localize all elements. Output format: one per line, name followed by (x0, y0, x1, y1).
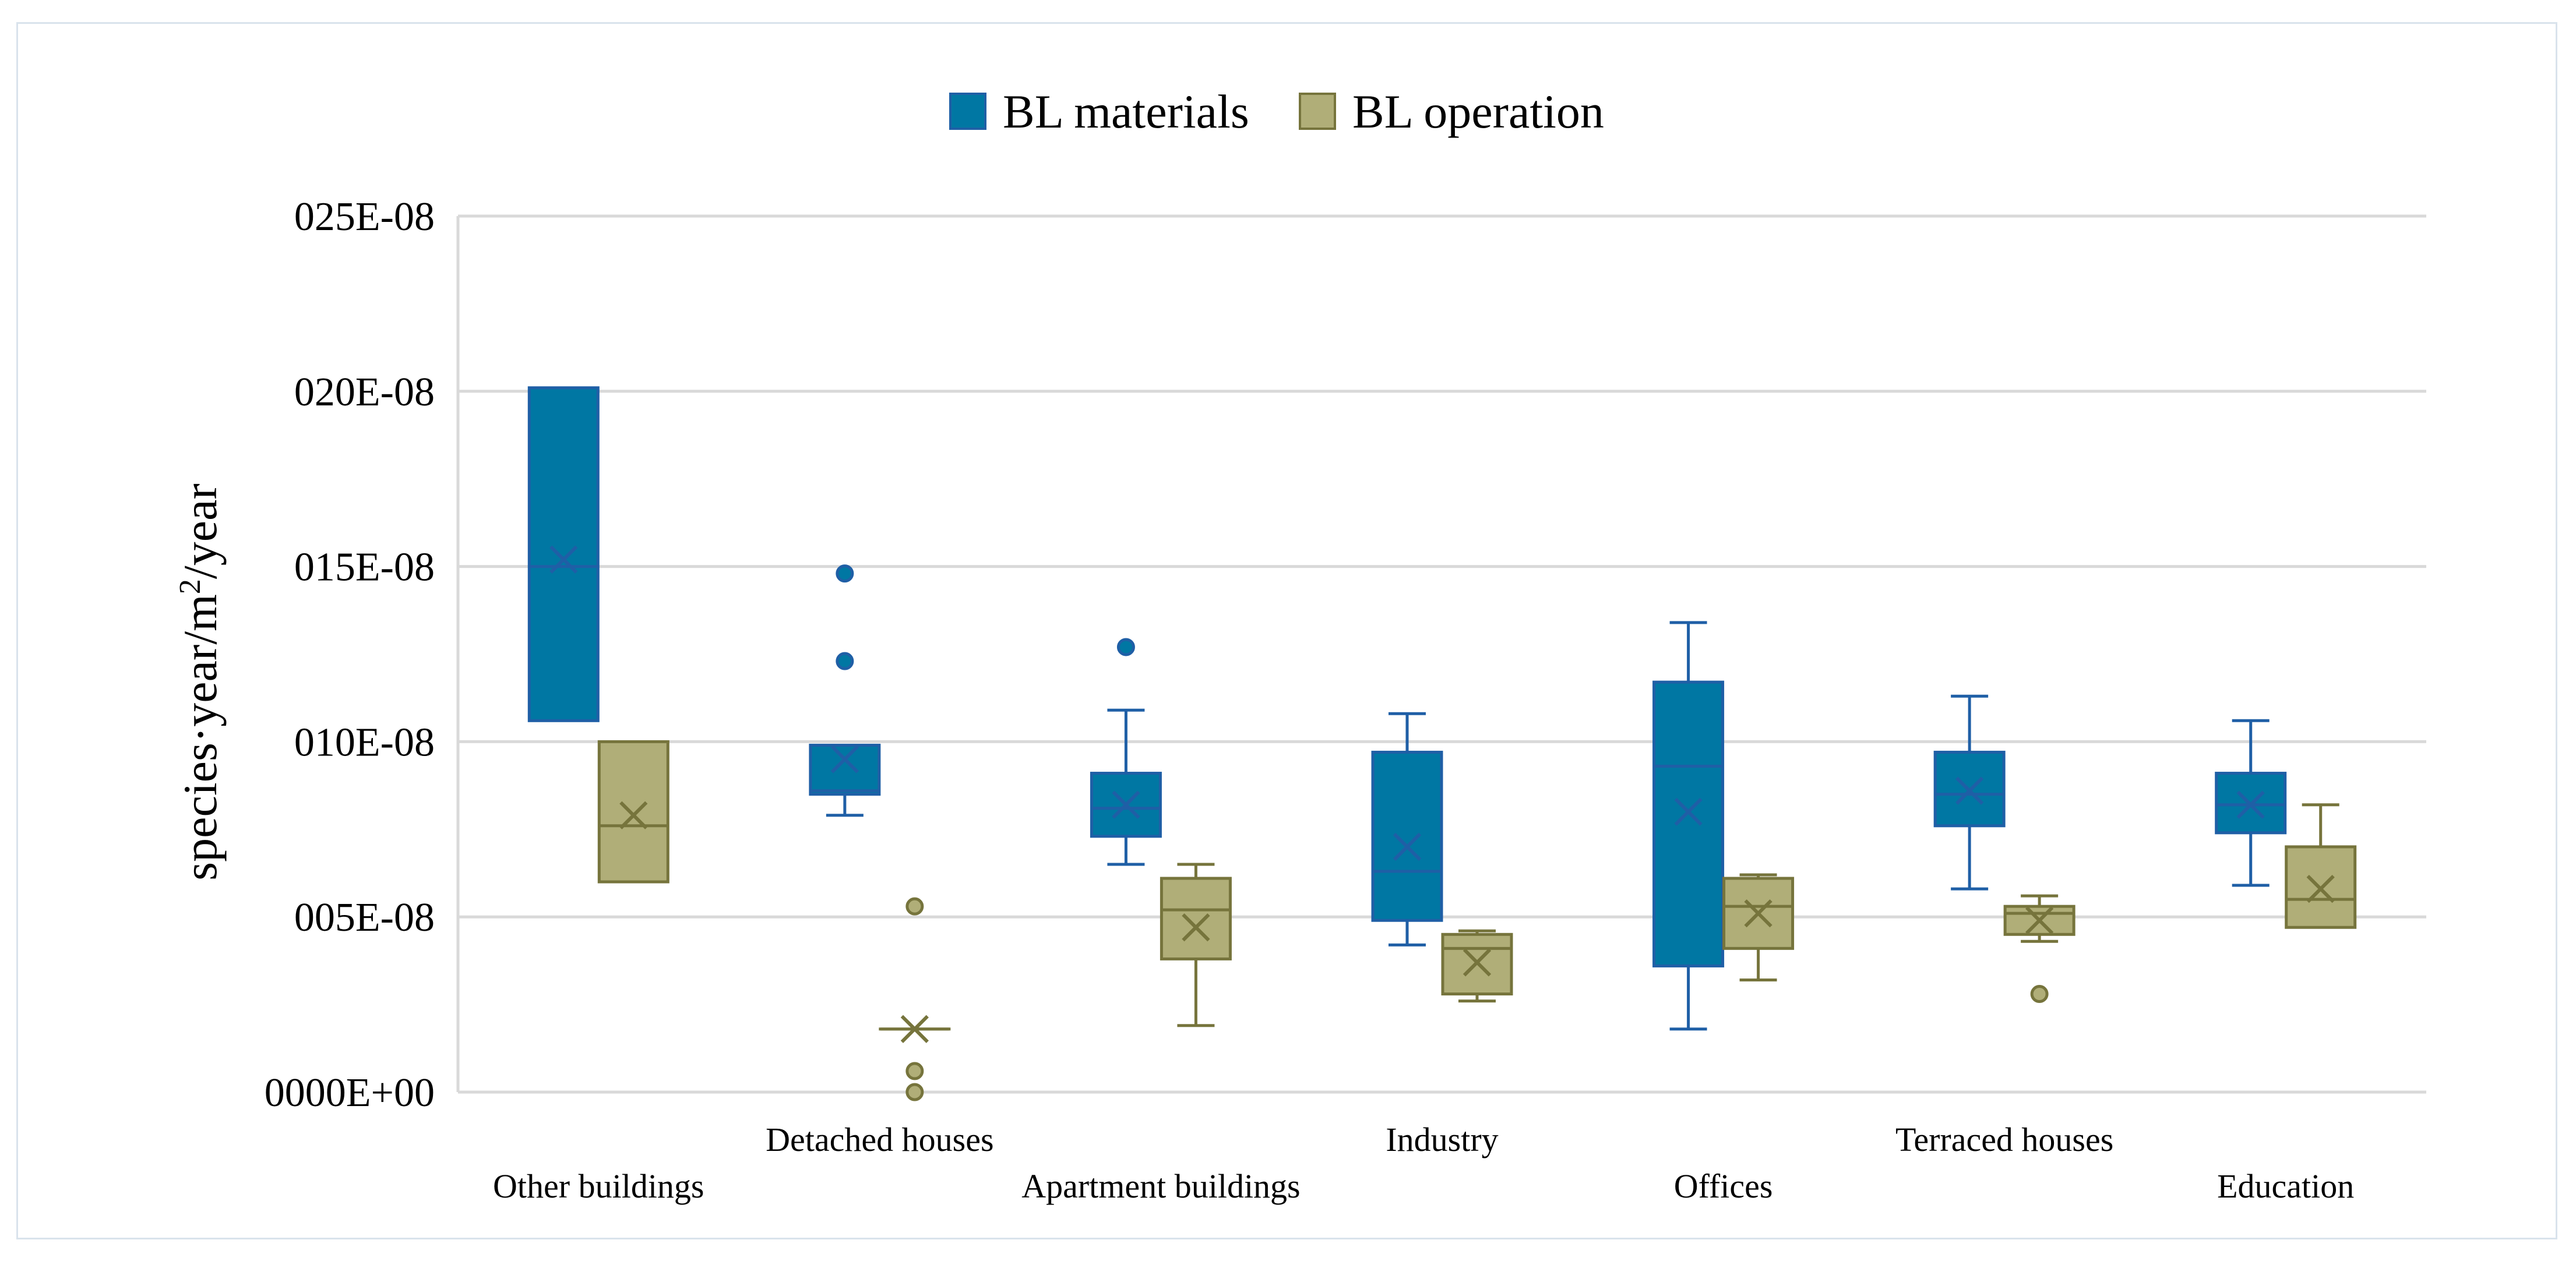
box-iqr (1652, 680, 1725, 967)
mean-marker (2025, 906, 2054, 935)
box-operation (597, 740, 669, 884)
category-labels: Other buildings Detached houses Apartment … (493, 1121, 2354, 1205)
outlier-point (2030, 985, 2049, 1004)
mean-marker (1674, 797, 1703, 826)
category-label: Offices (1674, 1167, 1773, 1205)
box-materials (527, 386, 600, 722)
outlier-point (905, 1083, 924, 1101)
legend-swatch-operation (1299, 93, 1336, 130)
box-materials (1371, 712, 1443, 946)
box-operation (2285, 803, 2357, 929)
outlier-point (1116, 638, 1135, 656)
gridlines (456, 214, 2426, 1094)
mean-marker (1112, 790, 1140, 819)
mean-marker (1955, 776, 1984, 805)
box-iqr (527, 386, 600, 722)
box-operation (1441, 929, 1513, 1003)
outlier-point (836, 564, 854, 583)
box-operation (1722, 873, 1795, 981)
y-tick-label: 005E-08 (294, 895, 435, 940)
y-tick-label: 010E-08 (294, 720, 435, 765)
mean-marker (619, 801, 648, 829)
box-iqr (597, 740, 669, 884)
category-label: Apartment buildings (1021, 1167, 1300, 1205)
outlier-point (905, 897, 924, 916)
mean-marker (549, 545, 578, 574)
category-label: Education (2217, 1167, 2354, 1205)
y-tick-label: 015E-08 (294, 545, 435, 590)
category-label: Terraced houses (1895, 1121, 2113, 1158)
box-operation (1160, 863, 1232, 1027)
outlier-point (836, 652, 854, 670)
outlier-point (905, 1062, 924, 1080)
mean-marker (1463, 948, 1492, 977)
legend-label-materials: BL materials (1003, 85, 1249, 138)
y-tick-label: 0000E+00 (265, 1071, 435, 1115)
box-plot-chart: 0000E+00 005E-08 010E-08 015E-08 020E-08 025E… (174, 85, 2426, 1205)
chart-frame: 0000E+00 005E-08 010E-08 015E-08 020E-08 025E… (16, 22, 2557, 1239)
box-iqr (1160, 877, 1232, 960)
y-tick-label: 020E-08 (294, 370, 435, 415)
legend-label-operation: BL operation (1352, 85, 1604, 138)
mean-marker (900, 1015, 929, 1043)
category-label: Detached houses (766, 1121, 993, 1158)
box-materials (1090, 638, 1162, 866)
box-materials (809, 564, 881, 817)
mean-marker (2306, 874, 2335, 903)
box-iqr (1371, 750, 1443, 922)
y-tick-labels: 0000E+00 005E-08 010E-08 015E-08 020E-08 025E… (265, 195, 435, 1115)
mean-marker (1393, 832, 1422, 861)
box-materials (1652, 621, 1725, 1031)
y-tick-label: 025E-08 (294, 195, 435, 239)
box-operation (2003, 894, 2075, 1004)
mean-marker (2236, 790, 2265, 819)
mean-marker (1182, 913, 1210, 942)
category-label: Industry (1386, 1121, 1498, 1158)
box-operation (879, 897, 951, 1101)
y-axis-label: species·year/m2/year (174, 483, 227, 881)
legend: BL materials BL operation (949, 85, 1604, 138)
category-label: Other buildings (493, 1167, 704, 1205)
legend-swatch-materials (949, 93, 986, 130)
mean-marker (1744, 899, 1772, 928)
box-materials (1933, 694, 2006, 891)
mean-marker (830, 745, 859, 773)
box-series (527, 386, 2357, 1101)
box-iqr (809, 743, 881, 796)
box-materials (2215, 719, 2287, 887)
